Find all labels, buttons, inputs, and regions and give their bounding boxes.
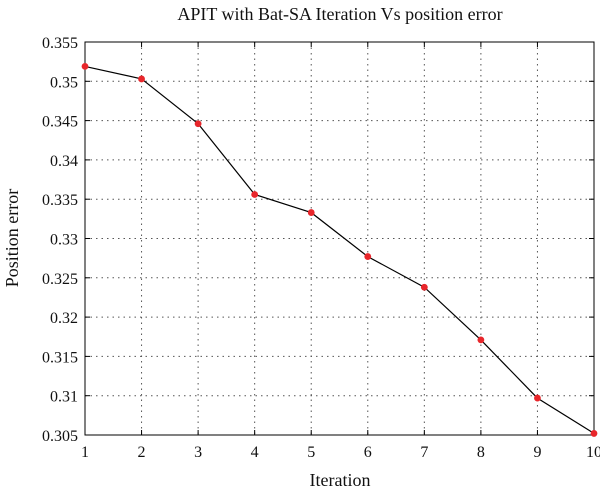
x-tick-label: 2 <box>138 444 146 461</box>
grid <box>85 42 594 435</box>
y-tick-label: 0.315 <box>42 349 78 366</box>
y-tick-label: 0.335 <box>42 192 78 209</box>
x-tick-labels: 1 2 3 4 5 6 7 8 9 10 <box>81 444 600 461</box>
y-tick-label: 0.31 <box>50 389 78 406</box>
y-tick-label: 0.305 <box>42 428 78 445</box>
x-tick-label: 5 <box>307 444 315 461</box>
x-tick-label: 8 <box>477 444 485 461</box>
x-tick-label: 4 <box>251 444 259 461</box>
data-point <box>194 120 202 128</box>
data-point <box>477 336 485 344</box>
data-point <box>364 253 372 260</box>
y-tick-label: 0.345 <box>42 114 78 131</box>
series-line <box>84 65 595 434</box>
data-point <box>81 62 89 70</box>
y-tick-labels: 0.305 0.31 0.315 0.32 0.325 0.33 0.335 0.34 0.34… <box>42 35 78 445</box>
y-tick-label: 0.32 <box>50 310 78 327</box>
data-point <box>307 209 315 216</box>
series-layer <box>81 62 598 437</box>
x-tick-label: 1 <box>81 444 89 461</box>
y-tick-label: 0.33 <box>50 232 78 249</box>
data-point <box>590 430 598 437</box>
chart-title: APIT with Bat-SA Iteration Vs position e… <box>177 4 502 24</box>
y-tick-label: 0.355 <box>42 35 78 52</box>
x-tick-label: 7 <box>420 444 428 461</box>
axis-ticks <box>84 41 595 436</box>
data-point <box>420 283 428 291</box>
y-tick-label: 0.35 <box>50 74 78 91</box>
x-tick-label: 9 <box>533 444 541 461</box>
x-tick-label: 10 <box>586 444 600 461</box>
y-tick-label: 0.325 <box>42 271 78 288</box>
x-axis-label: Iteration <box>310 470 371 490</box>
x-tick-label: 3 <box>194 444 202 461</box>
data-point <box>251 191 259 198</box>
data-point <box>138 75 145 83</box>
y-tick-label: 0.34 <box>50 153 78 170</box>
x-tick-label: 6 <box>364 444 372 461</box>
data-point <box>534 394 541 402</box>
y-axis-label: Position error <box>2 189 22 288</box>
